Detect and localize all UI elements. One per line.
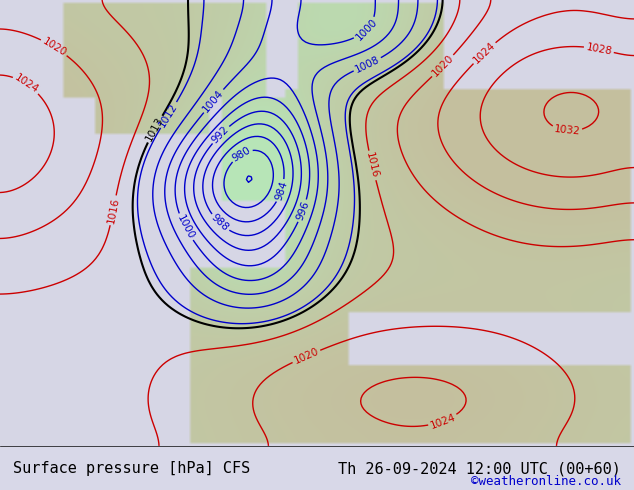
Text: 1024: 1024 [429,412,457,430]
Text: 980: 980 [231,145,252,164]
Text: 1000: 1000 [354,17,379,43]
Text: 992: 992 [210,124,231,145]
Text: 1024: 1024 [13,73,40,96]
Text: 1016: 1016 [365,151,380,179]
Text: 1008: 1008 [353,54,382,74]
Text: Th 26-09-2024 12:00 UTC (00+60): Th 26-09-2024 12:00 UTC (00+60) [339,462,621,476]
Text: ©weatheronline.co.uk: ©weatheronline.co.uk [471,475,621,488]
Text: 1024: 1024 [471,40,497,66]
Text: 1032: 1032 [553,124,581,137]
Text: 1004: 1004 [201,88,226,114]
Text: 1000: 1000 [175,213,196,241]
Text: 1012: 1012 [157,101,180,129]
Text: 1020: 1020 [430,53,456,79]
Text: 1016: 1016 [106,196,120,224]
Text: 1020: 1020 [292,346,320,366]
Text: 1020: 1020 [41,36,68,58]
Text: 996: 996 [295,200,311,222]
Text: 1028: 1028 [585,42,613,56]
Text: 984: 984 [273,180,289,202]
Text: 1013: 1013 [144,115,165,143]
Text: Surface pressure [hPa] CFS: Surface pressure [hPa] CFS [13,462,250,476]
Text: 988: 988 [209,213,231,233]
